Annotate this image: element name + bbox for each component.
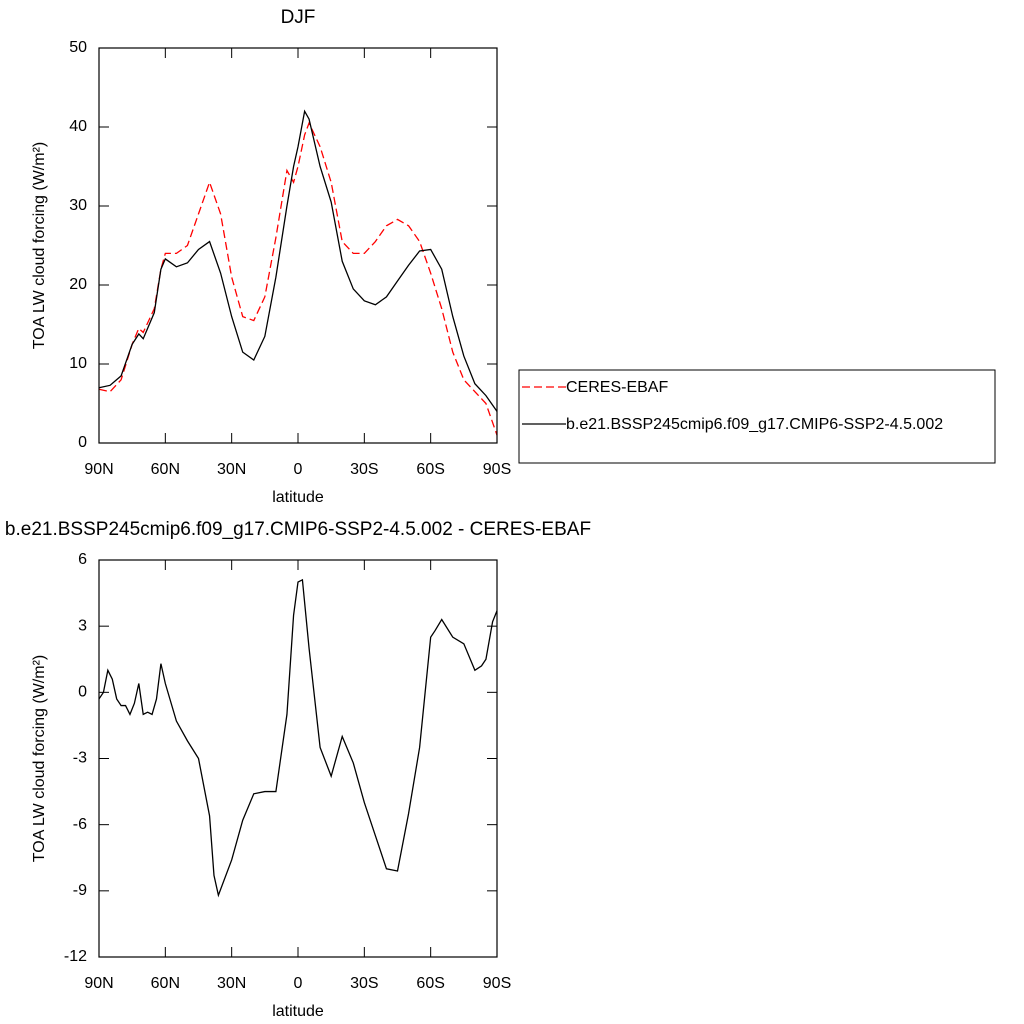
x-tick-label: 60N: [151, 975, 180, 992]
y-tick-label: 10: [69, 355, 87, 372]
x-tick-label: 30N: [217, 975, 246, 992]
y-axis-label: TOA LW cloud forcing (W/m²): [31, 655, 48, 862]
plot: DJF latitude TOA LW cloud forcing (W/m²) 0 1…: [31, 7, 511, 506]
x-tick-label: 90N: [84, 975, 113, 992]
y-tick-label: 40: [69, 118, 87, 135]
data-line: [98, 109, 498, 412]
x-tick-label: 0: [294, 975, 303, 992]
x-tick-label: 30S: [350, 975, 378, 992]
x-tick-label: 60S: [416, 975, 444, 992]
legend-label: CERES-EBAF: [566, 379, 668, 396]
y-tick-label: 0: [78, 684, 87, 701]
x-tick-label: 60N: [151, 461, 180, 478]
y-tick-label: 30: [69, 197, 87, 214]
data-line: [98, 121, 498, 436]
y-tick-label: -12: [64, 948, 87, 965]
chart-title: b.e21.BSSP245cmip6.f09_g17.CMIP6-SSP2-4.…: [5, 519, 591, 540]
y-tick-label: 6: [78, 551, 87, 568]
legend: CERES-EBAF b.e21.BSSP245cmip6.f09_g17.CMI…: [518, 369, 996, 464]
y-tick-label: 0: [78, 434, 87, 451]
y-axis-label: TOA LW cloud forcing (W/m²): [31, 142, 48, 349]
y-tick-label: 20: [69, 276, 87, 293]
legend-frame: [518, 369, 996, 464]
y-tick-label: -9: [73, 882, 87, 899]
x-tick-label: 90S: [483, 975, 511, 992]
x-tick-label: 90S: [483, 461, 511, 478]
x-tick-label: 60S: [416, 461, 444, 478]
plot-frame: [98, 559, 498, 958]
y-tick-label: 50: [69, 39, 87, 56]
x-tick-label: 30N: [217, 461, 246, 478]
plot-frame: [98, 47, 498, 444]
y-tick-label: -3: [73, 750, 87, 767]
x-tick-label: 90N: [84, 461, 113, 478]
legend-label: b.e21.BSSP245cmip6.f09_g17.CMIP6-SSP2-4.…: [566, 416, 943, 433]
x-axis-label: latitude: [272, 1003, 324, 1020]
x-tick-label: 0: [294, 461, 303, 478]
y-tick-label: -6: [73, 816, 87, 833]
x-tick-label: 30S: [350, 461, 378, 478]
data-line: [98, 578, 498, 898]
x-axis-label: latitude: [272, 489, 324, 506]
y-tick-label: 3: [78, 617, 87, 634]
plot: b.e21.BSSP245cmip6.f09_g17.CMIP6-SSP2-4.…: [5, 519, 591, 1020]
chart-title: DJF: [281, 7, 316, 28]
